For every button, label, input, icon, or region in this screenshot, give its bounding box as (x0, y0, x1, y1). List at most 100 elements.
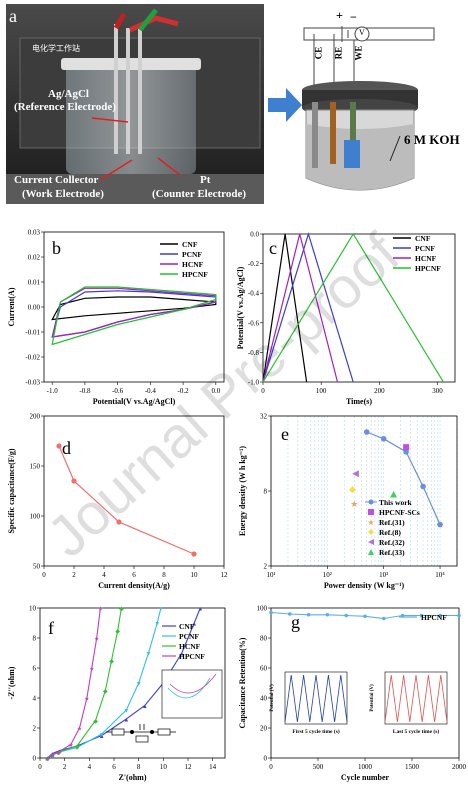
c-legend-label: HPCNF (415, 264, 441, 273)
f-circuit-resistor (157, 728, 171, 736)
b-xtick-label: -0.2 (178, 387, 190, 395)
e-legend-label: HPCNF-SCs (379, 508, 420, 517)
f-marker-hcnf: ◆ (50, 754, 55, 760)
f-marker-cnf: ▲ (179, 652, 185, 658)
f-marker-pcnf: ▼ (158, 607, 164, 613)
d-xtick-label: 4 (102, 571, 106, 579)
chart-g: 0 500 1000 1500 2000 0 20 40 60 80 100 Cycle number… (238, 605, 467, 783)
d-data-point (71, 478, 77, 484)
chart-b: -1.0 -0.8 -0.6 -0.4 -0.2 0.0 -0.03 -0.02 -0.01 0.… (7, 229, 225, 406)
c-xtick-label: 300 (432, 387, 443, 395)
f-circuit-resistor (111, 728, 125, 736)
g-xtick-label: 1500 (405, 763, 420, 771)
f-series-hcnf (47, 607, 122, 759)
g-legend-label: HPCNF (421, 613, 447, 622)
g-xtick-label: 1000 (358, 763, 373, 771)
e-marker-1 (403, 444, 410, 451)
g-data-point (382, 616, 386, 621)
e-legend-swatch (368, 509, 374, 515)
e-marker-0 (420, 483, 426, 490)
f-circuit-node (150, 730, 154, 734)
c-series-hcnf (262, 233, 339, 383)
e-xtick-label: 10⁴ (435, 571, 445, 579)
f-xtick-label: 10 (160, 763, 168, 771)
d-ytick-label: 50 (33, 563, 41, 571)
f-marker-hpcnf: ★ (94, 636, 99, 643)
f-ytick-label: 6 (33, 665, 37, 673)
f-marker-cnf: ▲ (191, 622, 197, 628)
d-ytick-label: 200 (30, 413, 41, 421)
f-marker-pcnf: ▼ (57, 751, 63, 757)
f-marker-pcnf: ▼ (44, 757, 50, 763)
f-marker-hpcnf: ★ (89, 666, 94, 673)
e-legend-label: Ref.(32) (379, 538, 405, 547)
electrolyte-label: 6 M KOH (404, 132, 460, 147)
g-ytick-label: 0 (264, 755, 268, 763)
e-xtick-label: 10² (323, 571, 332, 579)
c-xlabel: Time(s) (346, 397, 372, 406)
chart-c: 0 100 200 300 -1.0 -0.8 -0.6 -0.4 -0.2 0.0 Time(s)… (236, 231, 456, 406)
re-label: RE (333, 46, 344, 60)
f-ylabel: -Z''(ohm) (7, 666, 16, 699)
plus-sign: + (336, 8, 343, 22)
g-data-point (400, 613, 405, 618)
electrochemical-setup-photo (6, 4, 264, 204)
f-series-cnf (47, 607, 201, 759)
e-marker-5 (390, 490, 398, 498)
f-marker-hpcnf: ★ (45, 756, 50, 763)
panel-label-a: a (9, 6, 17, 26)
e-plot-frame (270, 415, 458, 567)
g-xtick-label: 500 (313, 763, 324, 771)
panel-label-b: b (52, 238, 61, 258)
b-xtick-label: -0.6 (112, 387, 124, 395)
f-ytick-label: 0 (33, 755, 37, 763)
f-ytick-label: 10 (29, 605, 37, 613)
e-marker-3 (349, 486, 357, 494)
d-data-point (116, 519, 122, 525)
e-legend-swatch (368, 499, 374, 505)
f-xtick-label: 12 (185, 763, 193, 771)
b-ytick-label: 0.00 (28, 304, 41, 312)
panel-label-g: g (291, 612, 300, 632)
b-legend-label: PCNF (182, 250, 202, 259)
f-marker-hcnf: ◆ (93, 719, 98, 725)
c-plot-frame (262, 233, 456, 383)
f-plot-frame (39, 607, 226, 759)
b-xtick-label: 0.0 (211, 387, 220, 395)
g-inset-first-ylabel: Potential (V) (270, 684, 275, 712)
e-legend-label: This work (379, 498, 413, 507)
cc-label: Current Collector (14, 174, 99, 186)
f-marker-pcnf: ▼ (123, 709, 129, 715)
f-marker-cnf: ▲ (44, 757, 50, 763)
e-legend-label: Ref.(8) (379, 528, 401, 537)
b-legend-label: HPCNF (182, 270, 208, 279)
g-inset-last-curve (384, 674, 448, 723)
f-xtick-label: 6 (112, 763, 116, 771)
e-xlabel: Power density (W kg⁻¹) (324, 581, 405, 590)
f-legend-label: HCNF (179, 642, 201, 651)
c-ytick-label: 0.0 (250, 231, 259, 239)
c-legend-label: CNF (415, 234, 431, 243)
c-series-cnf (262, 233, 308, 383)
b-ylabel: Current(A) (7, 287, 16, 326)
d-ytick-label: 100 (30, 513, 41, 521)
f-marker-hpcnf: ★ (98, 606, 103, 613)
f-marker-hpcnf: ★ (56, 750, 61, 757)
c-legend-label: PCNF (415, 244, 435, 253)
c-series-pcnf (262, 231, 354, 383)
panel-label-c: c (269, 238, 277, 258)
photo-arrows (91, 117, 181, 181)
d-ytick-label: 150 (30, 463, 41, 471)
f-marker-hpcnf: ★ (84, 696, 89, 703)
g-inset-last-ylabel: Potential (V) (370, 684, 375, 712)
e-marker-0 (363, 429, 370, 435)
b-ytick-label: -0.02 (25, 354, 40, 362)
g-ytick-label: 80 (260, 635, 268, 643)
f-xtick-label: 8 (137, 763, 141, 771)
f-marker-pcnf: ▼ (146, 652, 152, 658)
c-xtick-label: 0 (261, 387, 265, 395)
f-marker-hcnf: ◆ (45, 757, 50, 763)
b-xtick-label: -0.8 (79, 387, 91, 395)
voltmeter-label: V (359, 28, 365, 37)
f-legend-label: HPCNF (179, 652, 205, 661)
